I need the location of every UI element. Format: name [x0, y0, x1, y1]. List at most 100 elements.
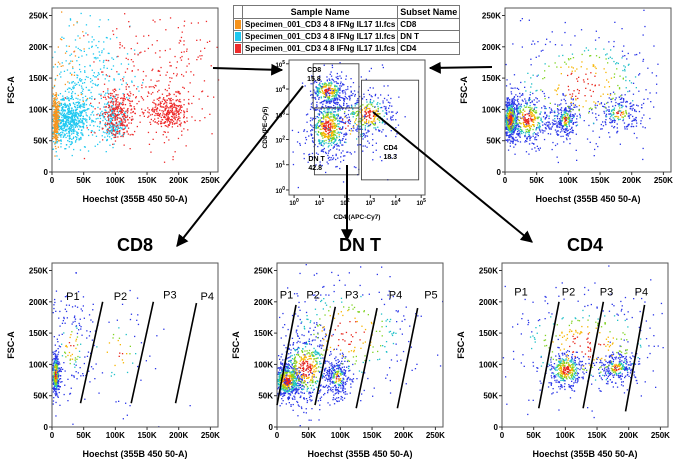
data-point [536, 116, 538, 118]
data-point [75, 109, 77, 111]
data-point [91, 95, 93, 98]
data-point [507, 119, 509, 121]
data-point [96, 114, 98, 116]
data-point [155, 131, 157, 133]
data-point [526, 106, 528, 108]
data-point [167, 109, 170, 111]
data-point [567, 105, 569, 108]
data-point [116, 105, 118, 108]
data-point [324, 128, 326, 130]
data-point [390, 97, 392, 100]
data-point [168, 113, 171, 115]
data-point [548, 96, 550, 99]
data-point [375, 109, 377, 111]
data-point [561, 118, 564, 120]
data-point [112, 114, 114, 117]
data-point [63, 114, 65, 117]
data-point [78, 56, 80, 58]
data-point [61, 131, 63, 133]
data-point [107, 106, 110, 109]
data-point [333, 89, 335, 91]
data-point [332, 131, 334, 134]
data-point [519, 122, 521, 124]
data-point [76, 125, 78, 127]
data-point [201, 55, 203, 57]
data-point [632, 100, 634, 102]
data-point [564, 131, 566, 133]
data-point [68, 91, 70, 93]
data-point [621, 28, 623, 30]
data-point [170, 109, 172, 112]
data-point [564, 95, 566, 97]
data-point [359, 121, 362, 123]
data-point [332, 120, 334, 123]
data-point [180, 104, 182, 107]
data-point [331, 119, 334, 121]
data-point [79, 107, 82, 109]
data-point [571, 66, 573, 68]
data-point [549, 133, 552, 135]
data-point [150, 123, 152, 125]
data-point [89, 15, 91, 17]
data-point [72, 102, 75, 104]
data-point [85, 112, 87, 114]
data-point [594, 104, 596, 106]
data-point [352, 93, 354, 95]
data-point [553, 115, 556, 117]
y-tick-label: 150K [482, 74, 501, 83]
data-point [524, 106, 526, 108]
data-point [341, 128, 343, 130]
data-point [524, 81, 526, 83]
data-point [94, 132, 96, 134]
data-point [112, 114, 114, 116]
data-point [521, 130, 524, 132]
data-point [166, 89, 168, 92]
data-point [339, 121, 341, 123]
data-point [569, 93, 571, 96]
data-point [83, 157, 86, 160]
data-point [341, 71, 343, 73]
data-point [80, 92, 82, 94]
data-point [127, 133, 129, 135]
data-point [327, 154, 329, 157]
data-point [536, 75, 538, 77]
data-point [357, 121, 359, 123]
data-point [512, 116, 514, 119]
data-point [154, 84, 156, 87]
data-point [65, 144, 68, 146]
data-point [115, 106, 117, 108]
data-point [554, 103, 556, 105]
data-point [538, 55, 540, 57]
data-point [332, 123, 334, 125]
data-point [157, 69, 160, 72]
data-point [630, 82, 633, 84]
data-point [568, 89, 570, 91]
data-point [639, 52, 641, 54]
data-point [327, 120, 330, 122]
data-point [624, 66, 626, 68]
data-point [186, 117, 188, 119]
data-point [89, 104, 91, 106]
data-point [592, 64, 594, 66]
data-point [357, 91, 359, 93]
data-point [82, 116, 84, 118]
data-point [169, 61, 171, 63]
data-point [89, 78, 92, 80]
data-point [107, 114, 110, 116]
data-point [117, 127, 119, 129]
data-point [120, 124, 123, 126]
data-point [147, 91, 149, 93]
data-point [511, 111, 514, 113]
data-point [322, 140, 324, 142]
data-point [325, 125, 327, 127]
data-point [54, 51, 56, 53]
data-point [320, 108, 322, 110]
data-point [316, 81, 318, 83]
data-point [568, 59, 570, 61]
data-point [115, 104, 117, 106]
data-point [80, 85, 83, 87]
data-point [596, 119, 598, 121]
data-point [167, 111, 170, 114]
data-point [327, 146, 329, 148]
data-point [151, 44, 153, 46]
